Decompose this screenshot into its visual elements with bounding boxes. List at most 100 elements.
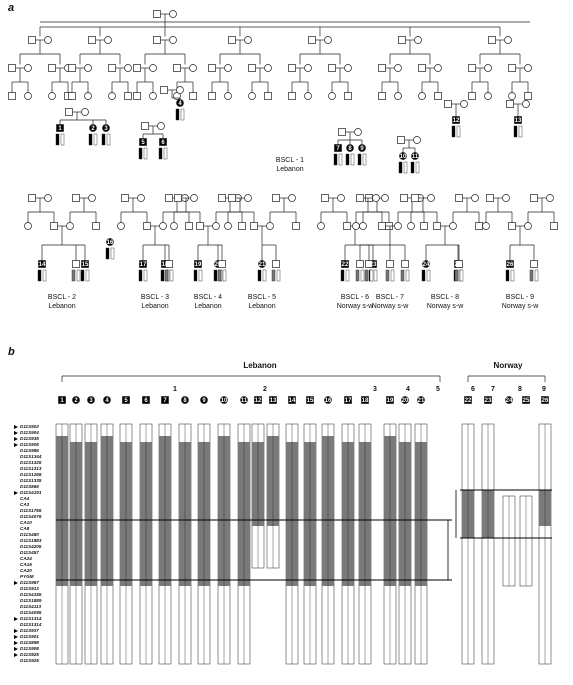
haplotype-bar — [513, 125, 518, 138]
female — [522, 100, 530, 108]
female — [190, 194, 198, 202]
female — [84, 64, 92, 72]
female — [117, 222, 125, 230]
haplotype-bar — [105, 247, 110, 260]
male — [386, 260, 394, 268]
male — [338, 128, 346, 136]
female — [224, 92, 232, 100]
haplotype-bar — [518, 125, 523, 138]
male — [141, 122, 149, 130]
female — [84, 92, 92, 100]
male — [174, 194, 182, 202]
individual-id: 11 — [412, 154, 419, 160]
marker-name: D11S986 — [20, 448, 39, 453]
marker-arrow — [14, 641, 18, 645]
haplotype-bar — [345, 153, 350, 166]
group-label: Norway — [494, 361, 523, 370]
female — [434, 64, 442, 72]
family-name: BSCL - 1 — [276, 157, 304, 164]
male — [272, 260, 280, 268]
male — [411, 194, 419, 202]
male — [550, 222, 558, 230]
haplotypes — [55, 423, 552, 665]
female — [104, 36, 112, 44]
marker-arrow — [14, 437, 18, 441]
haplotype-bar — [362, 153, 367, 166]
marker-name: D11S908 — [20, 646, 39, 651]
male — [308, 36, 316, 44]
individual-id: 16 — [325, 398, 332, 404]
individual-id: 23 — [485, 398, 492, 404]
female — [407, 222, 415, 230]
female — [449, 222, 457, 230]
male — [356, 260, 364, 268]
female — [240, 396, 248, 404]
female — [394, 222, 402, 230]
family-origin: Lebanon — [48, 303, 75, 310]
individual-id: 19 — [387, 398, 394, 404]
haplotype-bar — [110, 247, 115, 260]
marker-name: D11S1889 — [20, 598, 42, 603]
haplotype-bar — [217, 269, 222, 282]
individual-id: 22 — [342, 262, 349, 268]
family-name: BSCL - 3 — [141, 294, 169, 301]
female — [394, 92, 402, 100]
family-name: BSCL - 7 — [376, 294, 404, 301]
haplotype-bar — [350, 153, 355, 166]
pedigrees — [8, 10, 558, 657]
male — [530, 260, 538, 268]
individual-id: 6 — [144, 398, 148, 404]
marker-name: D11S937 — [20, 628, 39, 633]
male — [488, 36, 496, 44]
individual-id: 15 — [307, 398, 314, 404]
male — [122, 396, 130, 404]
male — [361, 396, 369, 404]
male — [228, 36, 236, 44]
haplotype-bar — [55, 133, 60, 146]
female — [504, 36, 512, 44]
individual-id: 13 — [515, 118, 522, 124]
haplotype-bar — [373, 269, 378, 282]
marker-arrow — [14, 443, 18, 447]
male — [475, 222, 483, 230]
individual-id: 2 — [91, 126, 95, 132]
individual-id: 2 — [74, 398, 78, 404]
haplotype-bar — [106, 133, 111, 146]
haplotype-bar — [333, 153, 338, 166]
individual-id: 8 — [183, 398, 187, 404]
female — [137, 194, 145, 202]
individual-id: 25 — [455, 262, 462, 268]
marker-name: D11S925 — [20, 658, 39, 663]
female — [484, 64, 492, 72]
individual-id: 9 — [202, 398, 206, 404]
male — [508, 64, 516, 72]
female — [106, 238, 114, 246]
family-origin: Lebanon — [276, 166, 303, 173]
haplotype-bar — [385, 269, 390, 282]
female — [212, 222, 220, 230]
male — [133, 64, 141, 72]
male — [356, 194, 364, 202]
female — [103, 396, 111, 404]
individual-id: 14 — [39, 262, 46, 268]
female — [337, 194, 345, 202]
marker-name: D11S4155 — [20, 592, 42, 597]
female — [88, 194, 96, 202]
male — [397, 136, 405, 144]
family-number: 5 — [436, 386, 440, 393]
family-origin: Norway s-w — [337, 303, 375, 310]
marker-arrow — [14, 647, 18, 651]
male — [464, 396, 472, 404]
individual-id: 7 — [163, 398, 167, 404]
male — [124, 92, 132, 100]
haplotype-bar — [345, 269, 350, 282]
family-number: 2 — [263, 386, 267, 393]
haplotype-bar — [364, 269, 369, 282]
individual-id: 20 — [215, 262, 222, 268]
female — [304, 92, 312, 100]
male — [288, 64, 296, 72]
male — [153, 10, 161, 18]
female — [418, 92, 426, 100]
male — [68, 64, 76, 72]
